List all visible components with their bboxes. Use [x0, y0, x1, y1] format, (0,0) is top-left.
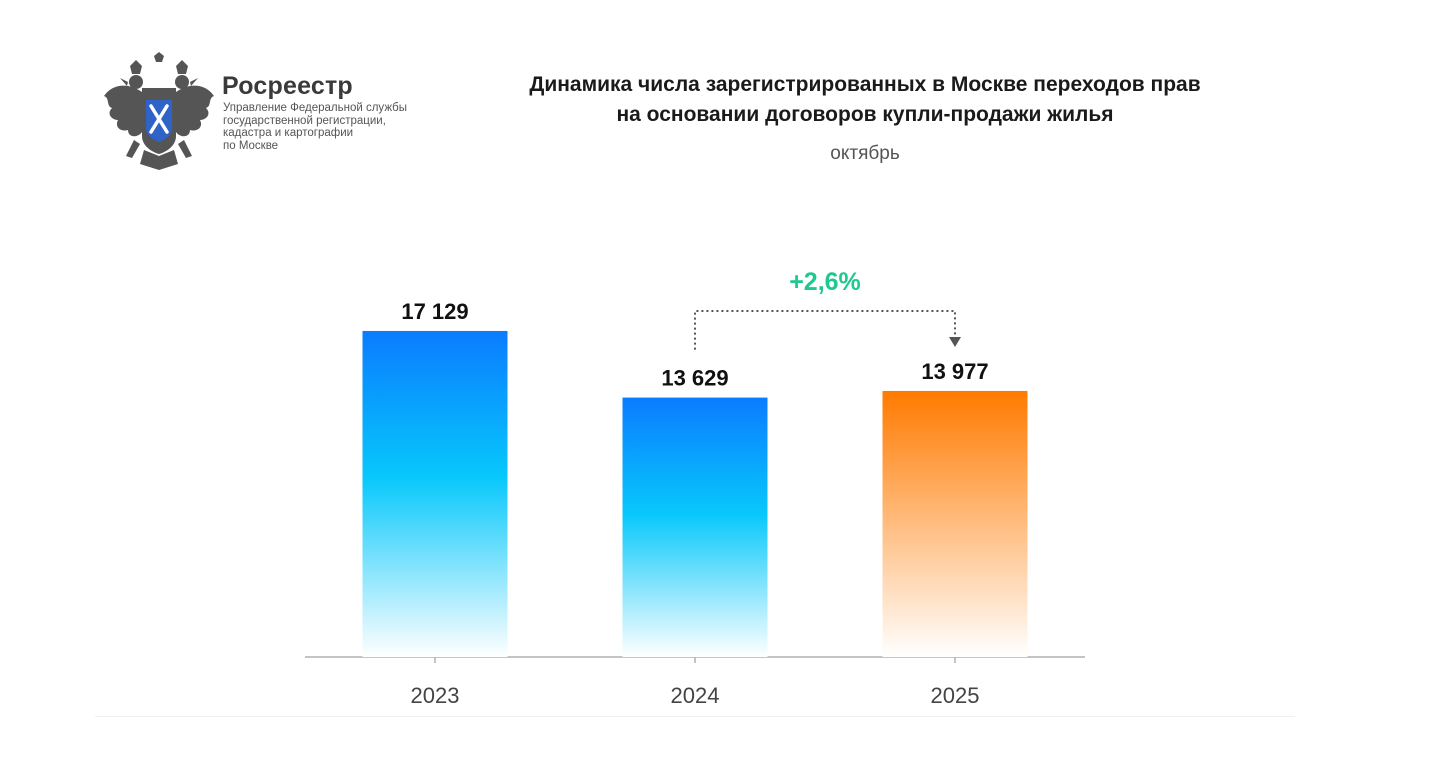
change-bracket	[694, 310, 956, 350]
arrow-down-icon	[949, 336, 961, 347]
chart-title: Динамика числа зарегистрированных в Моск…	[400, 70, 1330, 130]
x-tick-label-2024: 2024	[671, 683, 720, 708]
value-label-2024: 13 629	[661, 366, 728, 391]
bar-2024	[622, 397, 768, 657]
x-tick-label-2025: 2025	[931, 683, 980, 708]
brand-subtitle: Управление Федеральной службы государств…	[223, 102, 463, 152]
double-headed-eagle-emblem-icon	[104, 52, 214, 170]
brand-line: кадастра и картографии	[223, 127, 354, 139]
change-annotation: +2,6%	[789, 268, 861, 296]
bar-2023	[362, 330, 508, 657]
value-label-2025: 13 977	[921, 359, 988, 384]
brand-line: по Москве	[223, 139, 279, 152]
value-label-2023: 17 129	[401, 299, 468, 324]
bar-2025	[882, 390, 1028, 657]
brand-name: Росреестр	[222, 72, 353, 100]
rosreestr-logo: Росреестр Управление Федеральной службы …	[100, 52, 460, 177]
chart-title-line: Динамика числа зарегистрированных в Моск…	[529, 73, 1201, 96]
x-tick-label-2023: 2023	[411, 683, 460, 708]
brand-line: государственной регистрации,	[223, 114, 386, 127]
chart-title-line: на основании договоров купли-продажи жил…	[616, 103, 1114, 126]
bottom-divider	[95, 716, 1295, 717]
chart-subtitle: октябрь	[830, 143, 900, 164]
brand-line: Управление Федеральной службы	[223, 102, 407, 114]
